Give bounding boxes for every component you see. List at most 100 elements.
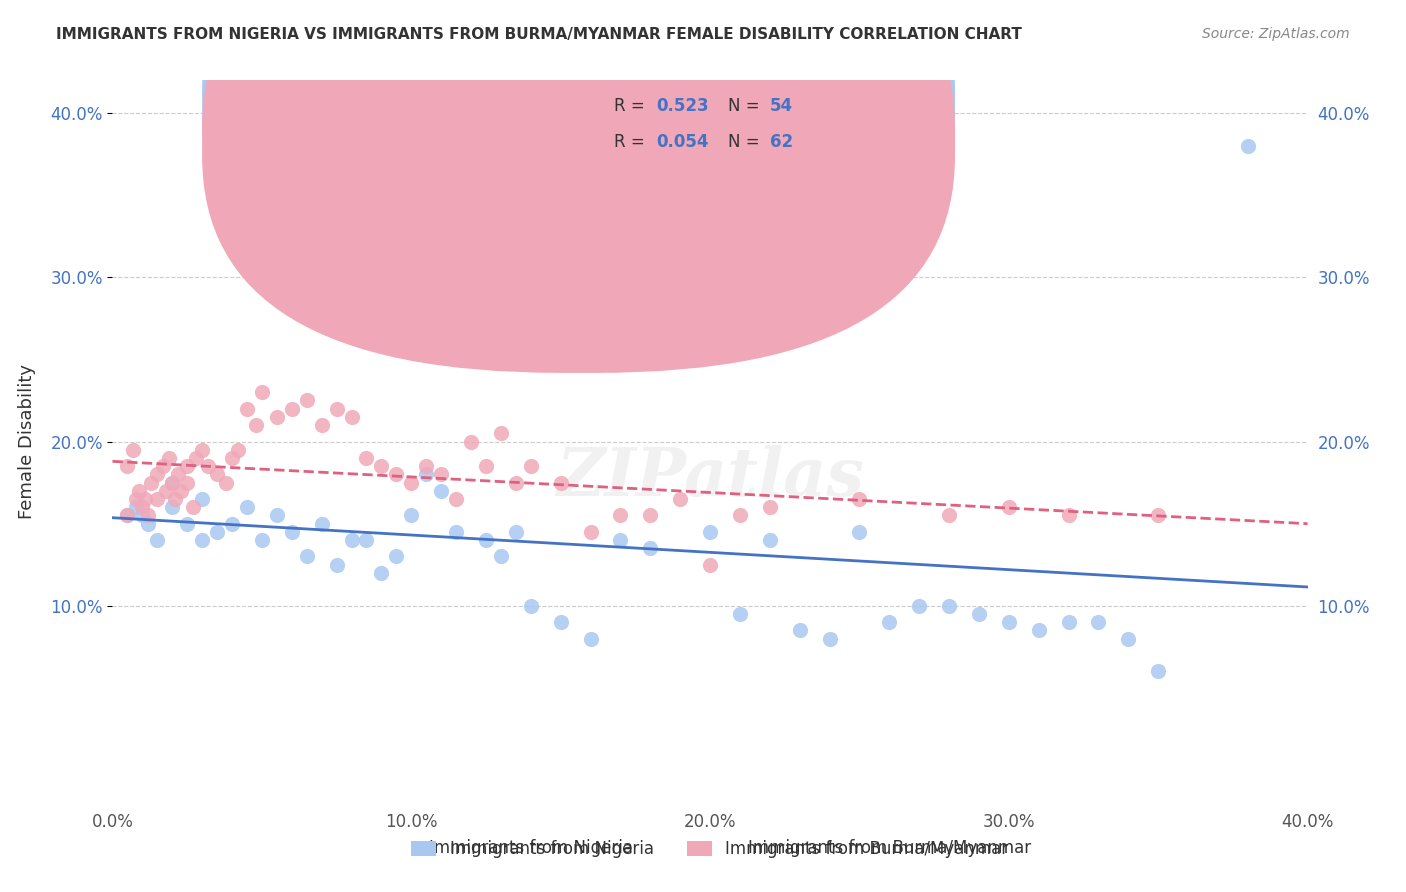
Point bbox=[475, 459, 498, 474]
Point bbox=[415, 459, 437, 474]
Legend: Immigrants from Nigeria, Immigrants from Burma/Myanmar: Immigrants from Nigeria, Immigrants from… bbox=[404, 832, 1017, 867]
Point bbox=[489, 426, 512, 441]
Text: Immigrants from Nigeria: Immigrants from Nigeria bbox=[429, 839, 633, 857]
Point bbox=[250, 533, 273, 547]
Point bbox=[579, 524, 602, 539]
Text: R =: R = bbox=[614, 133, 651, 151]
Point bbox=[295, 393, 318, 408]
Point bbox=[444, 491, 467, 506]
Point bbox=[460, 319, 482, 334]
Point bbox=[266, 409, 288, 424]
Point bbox=[609, 533, 631, 547]
Point bbox=[176, 459, 198, 474]
Point bbox=[444, 524, 467, 539]
Point bbox=[505, 475, 527, 490]
Point bbox=[879, 615, 901, 630]
Point bbox=[699, 524, 721, 539]
Point bbox=[550, 615, 572, 630]
Point bbox=[489, 549, 512, 564]
Point bbox=[967, 607, 990, 621]
Point bbox=[215, 475, 238, 490]
Point bbox=[205, 524, 228, 539]
Point bbox=[117, 508, 139, 523]
Point bbox=[460, 434, 482, 449]
Point bbox=[728, 508, 751, 523]
Point bbox=[1057, 508, 1080, 523]
Text: N =: N = bbox=[728, 96, 765, 114]
Point bbox=[1237, 139, 1260, 153]
Point bbox=[385, 467, 408, 482]
Text: N =: N = bbox=[728, 133, 765, 151]
Point bbox=[122, 442, 145, 457]
Point bbox=[117, 459, 139, 474]
Point bbox=[401, 508, 423, 523]
Point bbox=[848, 524, 870, 539]
Point bbox=[340, 409, 363, 424]
Point bbox=[908, 599, 931, 613]
Point bbox=[138, 516, 160, 531]
Y-axis label: Female Disability: Female Disability bbox=[18, 364, 37, 519]
Text: 54: 54 bbox=[770, 96, 793, 114]
Point bbox=[165, 491, 187, 506]
Text: 0.054: 0.054 bbox=[657, 133, 709, 151]
Point bbox=[162, 475, 183, 490]
Point bbox=[475, 533, 498, 547]
Point bbox=[430, 483, 453, 498]
Point bbox=[848, 491, 870, 506]
Point bbox=[146, 533, 169, 547]
Point bbox=[221, 450, 243, 465]
Point bbox=[640, 541, 662, 556]
Point bbox=[186, 450, 208, 465]
Text: Immigrants from Burma/Myanmar: Immigrants from Burma/Myanmar bbox=[748, 839, 1031, 857]
Point bbox=[370, 459, 392, 474]
Point bbox=[385, 549, 408, 564]
Point bbox=[640, 508, 662, 523]
Point bbox=[430, 467, 453, 482]
Point bbox=[1028, 624, 1050, 638]
Point bbox=[236, 500, 259, 515]
Point bbox=[128, 483, 150, 498]
Point bbox=[669, 491, 692, 506]
Point bbox=[325, 558, 347, 572]
Point bbox=[325, 401, 347, 416]
Point bbox=[181, 500, 204, 515]
Point bbox=[789, 624, 811, 638]
Point bbox=[998, 500, 1021, 515]
Text: Source: ZipAtlas.com: Source: ZipAtlas.com bbox=[1202, 27, 1350, 41]
Point bbox=[146, 467, 169, 482]
Point bbox=[938, 508, 960, 523]
Point bbox=[117, 508, 139, 523]
Point bbox=[281, 401, 304, 416]
Point bbox=[998, 615, 1021, 630]
Point bbox=[401, 475, 423, 490]
Point bbox=[370, 566, 392, 580]
Point bbox=[236, 401, 259, 416]
Point bbox=[221, 516, 243, 531]
Point bbox=[152, 459, 174, 474]
Point bbox=[138, 508, 160, 523]
Point bbox=[191, 533, 214, 547]
Point bbox=[131, 508, 153, 523]
Point bbox=[295, 549, 318, 564]
Point bbox=[728, 607, 751, 621]
Point bbox=[311, 418, 333, 433]
FancyBboxPatch shape bbox=[537, 73, 883, 174]
Text: ZIPatlas: ZIPatlas bbox=[557, 445, 863, 510]
Point bbox=[155, 483, 177, 498]
Point bbox=[520, 599, 543, 613]
Point bbox=[157, 450, 180, 465]
Point bbox=[134, 491, 156, 506]
Text: 62: 62 bbox=[770, 133, 793, 151]
Point bbox=[125, 500, 148, 515]
Point bbox=[311, 516, 333, 531]
Point bbox=[281, 524, 304, 539]
Text: IMMIGRANTS FROM NIGERIA VS IMMIGRANTS FROM BURMA/MYANMAR FEMALE DISABILITY CORRE: IMMIGRANTS FROM NIGERIA VS IMMIGRANTS FR… bbox=[56, 27, 1022, 42]
Point bbox=[520, 459, 543, 474]
Point bbox=[759, 533, 782, 547]
Point bbox=[340, 533, 363, 547]
Point bbox=[162, 475, 183, 490]
Point bbox=[1147, 665, 1170, 679]
Point bbox=[356, 450, 378, 465]
Point bbox=[197, 459, 219, 474]
Point bbox=[415, 467, 437, 482]
